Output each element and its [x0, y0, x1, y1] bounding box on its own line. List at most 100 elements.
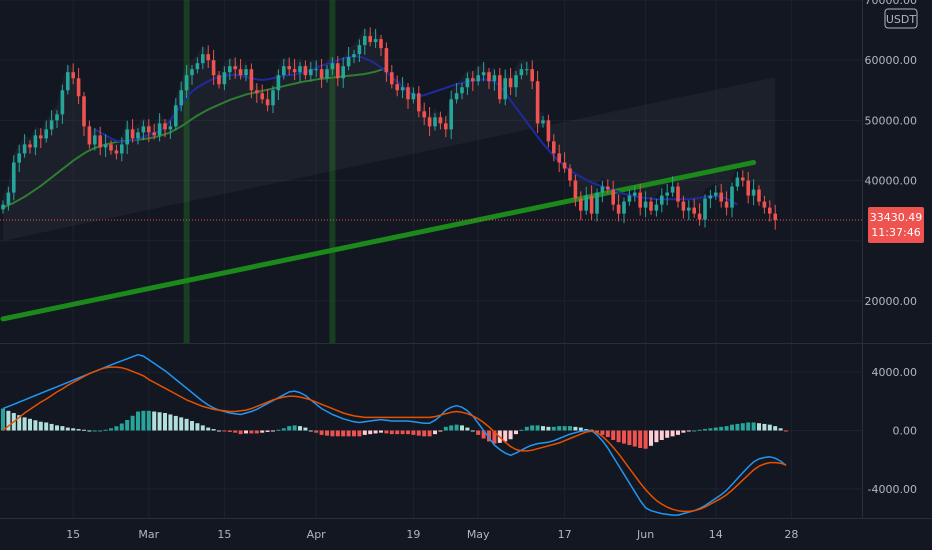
- candle-body: [411, 93, 416, 100]
- macd-histogram-bar: [562, 426, 567, 431]
- candle: [735, 171, 740, 191]
- macd-histogram-bar: [611, 430, 616, 440]
- candle-body: [606, 186, 610, 190]
- candle-body: [454, 93, 459, 100]
- candle: [649, 197, 653, 215]
- candle-body: [627, 195, 632, 202]
- candle: [481, 61, 486, 82]
- candle: [600, 180, 605, 203]
- candle: [660, 188, 664, 213]
- macd-histogram-bar: [757, 423, 761, 431]
- macd-histogram-bar: [217, 430, 221, 432]
- macd-histogram-bar: [92, 430, 97, 432]
- price-axis-tick-label: 50000.00: [865, 114, 918, 127]
- ma-mid-line: [2, 67, 387, 209]
- candle-body: [114, 150, 119, 154]
- candle-body: [298, 66, 302, 73]
- macd-histogram-bar: [573, 426, 578, 431]
- candle-body: [265, 99, 270, 106]
- candle: [352, 49, 356, 64]
- macd-histogram-bar: [184, 418, 189, 431]
- candle-body: [222, 72, 227, 85]
- candle-body: [319, 69, 324, 79]
- candle-body: [600, 186, 605, 193]
- candle-body: [12, 162, 16, 193]
- candle: [22, 134, 27, 158]
- candle: [708, 189, 713, 209]
- currency-badge-box: [884, 8, 918, 29]
- candle: [525, 61, 529, 76]
- candle: [384, 42, 389, 82]
- candle-body: [492, 75, 497, 82]
- macd-histogram-bar: [416, 430, 421, 436]
- macd-histogram-bar: [157, 412, 162, 431]
- candle-body: [363, 36, 367, 46]
- candle-body: [762, 201, 767, 208]
- macd-histogram-bar: [130, 415, 135, 431]
- candle: [676, 182, 680, 208]
- candle-body: [49, 120, 54, 130]
- candle-body: [730, 186, 734, 208]
- candle: [6, 186, 11, 211]
- candle: [87, 120, 92, 149]
- candle-body: [184, 75, 189, 91]
- candle-body: [692, 207, 696, 214]
- candle: [568, 164, 572, 187]
- candle-body: [120, 144, 124, 154]
- candle: [114, 144, 119, 160]
- macd-histogram-bar: [730, 424, 734, 431]
- time-axis-tick-label: Jun: [636, 528, 654, 541]
- candle: [44, 120, 48, 143]
- macd-histogram-bar: [179, 417, 184, 431]
- macd-histogram-bar: [71, 428, 76, 431]
- candle-body: [697, 213, 702, 220]
- candle: [681, 195, 686, 219]
- candle: [282, 58, 286, 80]
- candle-body: [282, 66, 286, 76]
- macd-histogram-bar: [200, 425, 205, 431]
- candle-body: [400, 87, 405, 91]
- candle-body: [228, 66, 232, 73]
- macd-histogram-bar: [605, 430, 610, 438]
- candle-body: [174, 105, 178, 127]
- candle: [71, 63, 75, 85]
- candle-body: [535, 81, 540, 124]
- candle: [471, 71, 475, 91]
- macd-histogram-bar: [487, 430, 491, 442]
- candle: [444, 116, 448, 138]
- candle: [697, 203, 702, 226]
- candle: [325, 64, 329, 83]
- macd-histogram-bar: [600, 430, 605, 435]
- candle-body: [519, 69, 524, 76]
- macd-histogram-bar: [784, 430, 788, 432]
- candle: [287, 57, 291, 76]
- time-axis-tick-label: Apr: [307, 528, 327, 541]
- candle: [757, 185, 761, 206]
- macd-histogram-bar: [389, 430, 394, 435]
- time-axis-tick-label: Mar: [138, 528, 159, 541]
- candle: [616, 194, 621, 222]
- candle-body: [573, 180, 578, 199]
- macd-histogram-bar: [438, 430, 443, 432]
- candle-body: [741, 177, 745, 181]
- candle-body: [206, 54, 210, 61]
- candle-body: [276, 75, 281, 91]
- candle-body: [39, 135, 43, 139]
- candle: [341, 57, 345, 88]
- candle: [303, 60, 308, 80]
- macd-histogram-bar: [173, 415, 178, 431]
- candle: [28, 140, 32, 154]
- candle-body: [271, 90, 275, 106]
- candle: [357, 39, 362, 62]
- macd-histogram-bar: [249, 430, 254, 434]
- candle: [422, 102, 426, 126]
- macd-histogram-bar: [616, 430, 621, 443]
- currency-badge[interactable]: USDT: [884, 8, 918, 29]
- candle: [55, 110, 59, 129]
- macd-histogram-bar: [643, 430, 648, 449]
- macd-histogram-bar: [49, 423, 54, 431]
- candle: [741, 170, 745, 187]
- candle-body: [82, 96, 86, 127]
